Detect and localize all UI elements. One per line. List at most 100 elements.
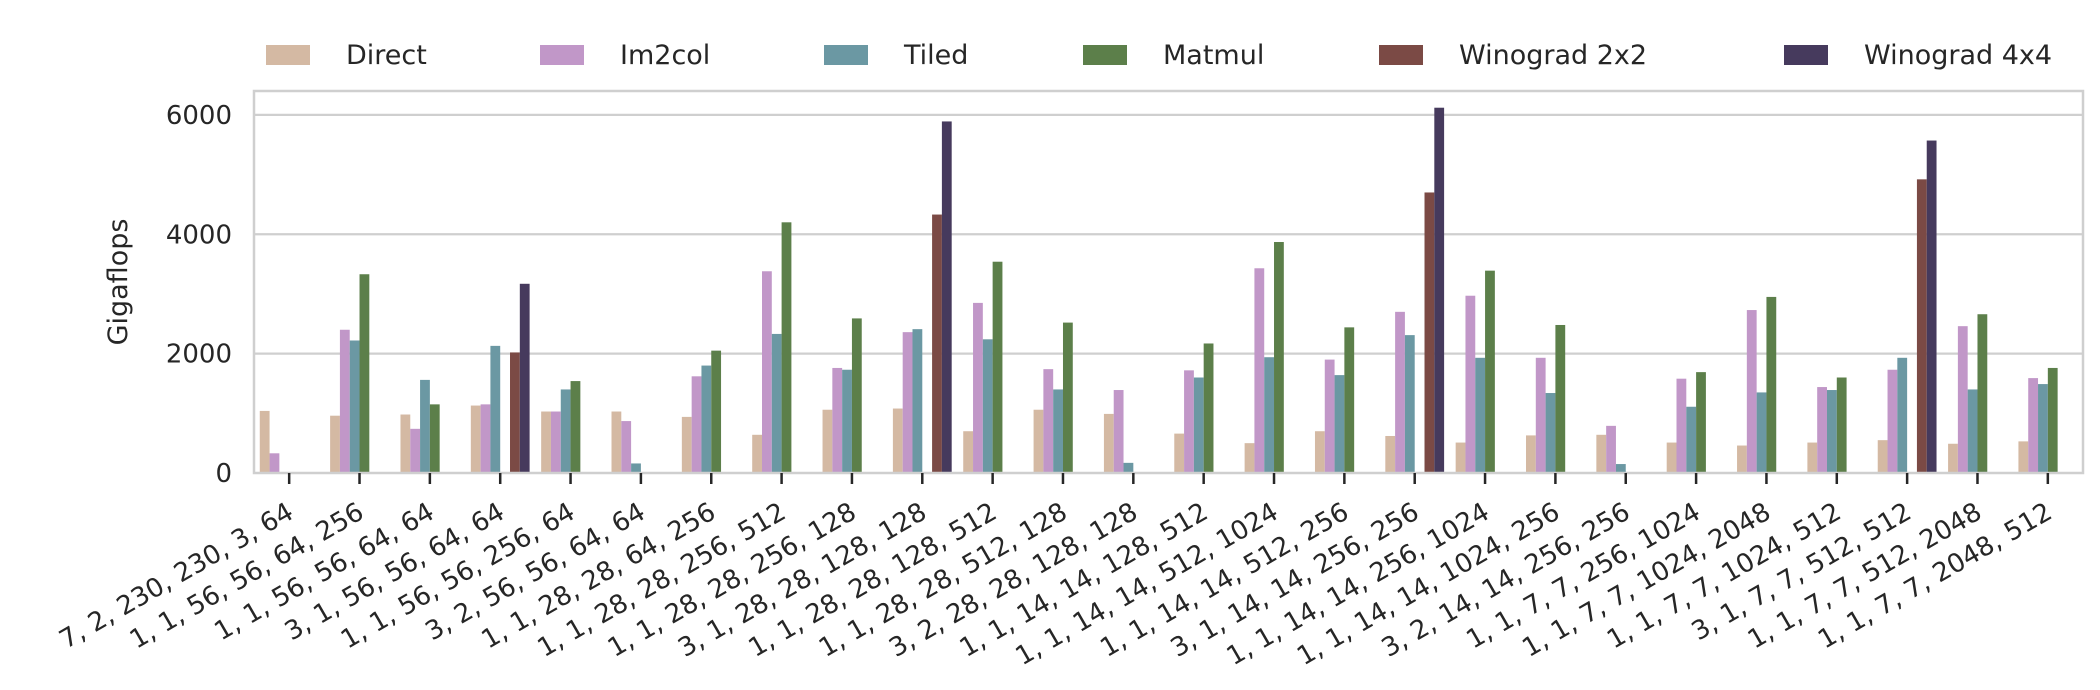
bar-direct <box>1385 435 1396 473</box>
bar-tiled <box>631 463 641 473</box>
bar-im2col <box>621 421 632 473</box>
bar-matmul <box>359 274 370 473</box>
bar-direct <box>1455 442 1466 473</box>
bar-matmul <box>2047 367 2058 473</box>
y-tick-label: 6000 <box>166 101 232 131</box>
bar-direct <box>400 414 411 473</box>
bar-matmul <box>1696 372 1706 473</box>
bar-tiled <box>1756 392 1767 473</box>
bar-matmul <box>1485 270 1495 473</box>
bar-tiled <box>1264 357 1275 473</box>
bar-im2col <box>339 329 350 473</box>
bar-im2col <box>1113 390 1124 473</box>
bar-im2col <box>1184 370 1194 473</box>
bar-direct <box>470 405 481 473</box>
bar-direct <box>822 409 833 473</box>
bar-im2col <box>902 332 913 473</box>
bar-im2col <box>1606 425 1616 473</box>
legend-label: Matmul <box>1163 40 1264 71</box>
bar-direct <box>1526 435 1536 473</box>
bar-matmul <box>1836 377 1847 473</box>
bar-im2col <box>691 376 702 473</box>
bar-matmul <box>1766 296 1777 473</box>
bar-winograd-2x2 <box>1916 179 1927 473</box>
bar-tiled <box>560 389 571 473</box>
bar-direct <box>1103 413 1114 473</box>
bar-direct <box>752 434 762 473</box>
bar-direct <box>1244 443 1255 473</box>
grid-lines <box>254 113 2083 355</box>
bar-im2col <box>269 453 280 473</box>
bar-winograd-4x4 <box>1434 107 1445 474</box>
bar-im2col <box>1535 357 1546 473</box>
bar-tiled <box>1826 390 1837 473</box>
bar-direct <box>1033 409 1044 473</box>
legend: Direct Im2col Tiled Matmul Winograd 2x2 Winog… <box>266 40 2052 71</box>
x-axis: 7, 2, 230, 230, 3, 641, 1, 56, 56, 64, 2… <box>55 473 2057 672</box>
bar-winograd-4x4 <box>941 121 952 473</box>
bar-matmul <box>1203 343 1214 473</box>
legend-label: Direct <box>346 40 427 71</box>
plot-border <box>252 89 2085 475</box>
bar-tiled <box>1475 357 1486 473</box>
y-axis: 0 2000 4000 6000 <box>166 101 232 489</box>
bar-tiled <box>842 369 852 473</box>
bar-im2col <box>762 271 772 473</box>
bar-direct <box>611 411 622 473</box>
legend-swatch <box>824 45 868 65</box>
bar-matmul <box>851 318 862 473</box>
bar-winograd-2x2 <box>1424 192 1435 473</box>
bar-winograd-2x2 <box>932 214 942 474</box>
bar-tiled <box>1967 389 1978 473</box>
bar-im2col <box>410 428 421 473</box>
bar-tiled <box>420 379 430 473</box>
legend-label: Winograd 4x4 <box>1864 40 2052 71</box>
y-tick-label: 2000 <box>166 340 232 370</box>
bar-im2col <box>832 367 843 473</box>
bar-direct <box>892 408 903 473</box>
legend-swatch <box>1083 45 1127 65</box>
bar-matmul <box>429 404 440 473</box>
bar-winograd-4x4 <box>519 283 530 473</box>
bar-direct <box>1174 433 1185 473</box>
bar-tiled <box>1686 406 1697 473</box>
bar-direct <box>1807 442 1818 473</box>
legend-swatch <box>1784 45 1828 65</box>
bar-im2col <box>1676 378 1687 473</box>
bar-tiled <box>490 345 501 473</box>
bar-tiled <box>982 339 993 473</box>
bar-im2col <box>1324 359 1335 473</box>
bar-tiled <box>1545 393 1556 473</box>
legend-swatch <box>266 45 310 65</box>
bar-im2col <box>973 302 983 473</box>
bar-tiled <box>349 340 360 473</box>
bar-im2col <box>480 404 491 473</box>
bar-tiled <box>701 365 712 473</box>
bar-winograd-2x2 <box>510 352 520 473</box>
bar-direct <box>1877 440 1888 473</box>
bar-direct <box>541 411 551 473</box>
bar-tiled <box>771 333 782 473</box>
bar-tiled <box>1615 464 1626 473</box>
bar-direct <box>1737 445 1747 473</box>
bar-tiled <box>1193 377 1204 473</box>
bar-im2col <box>1465 295 1476 473</box>
bar-matmul <box>1344 327 1355 473</box>
bar-tiled <box>912 329 923 473</box>
legend-swatch <box>540 45 584 65</box>
y-axis-title: Gigaflops <box>103 219 134 346</box>
legend-label: Tiled <box>903 40 968 71</box>
bar-matmul <box>570 381 581 473</box>
bar-matmul <box>992 261 1003 473</box>
bar-im2col <box>1746 310 1757 473</box>
bar-matmul <box>781 222 792 473</box>
bar-direct <box>1314 431 1325 473</box>
plot-frame <box>252 89 2085 475</box>
bar-im2col <box>1254 268 1265 473</box>
bar-matmul <box>1555 324 1566 473</box>
bar-im2col <box>2028 378 2039 473</box>
bar-direct <box>963 431 974 473</box>
bar-tiled <box>1404 335 1415 473</box>
y-tick-label: 4000 <box>166 220 232 250</box>
